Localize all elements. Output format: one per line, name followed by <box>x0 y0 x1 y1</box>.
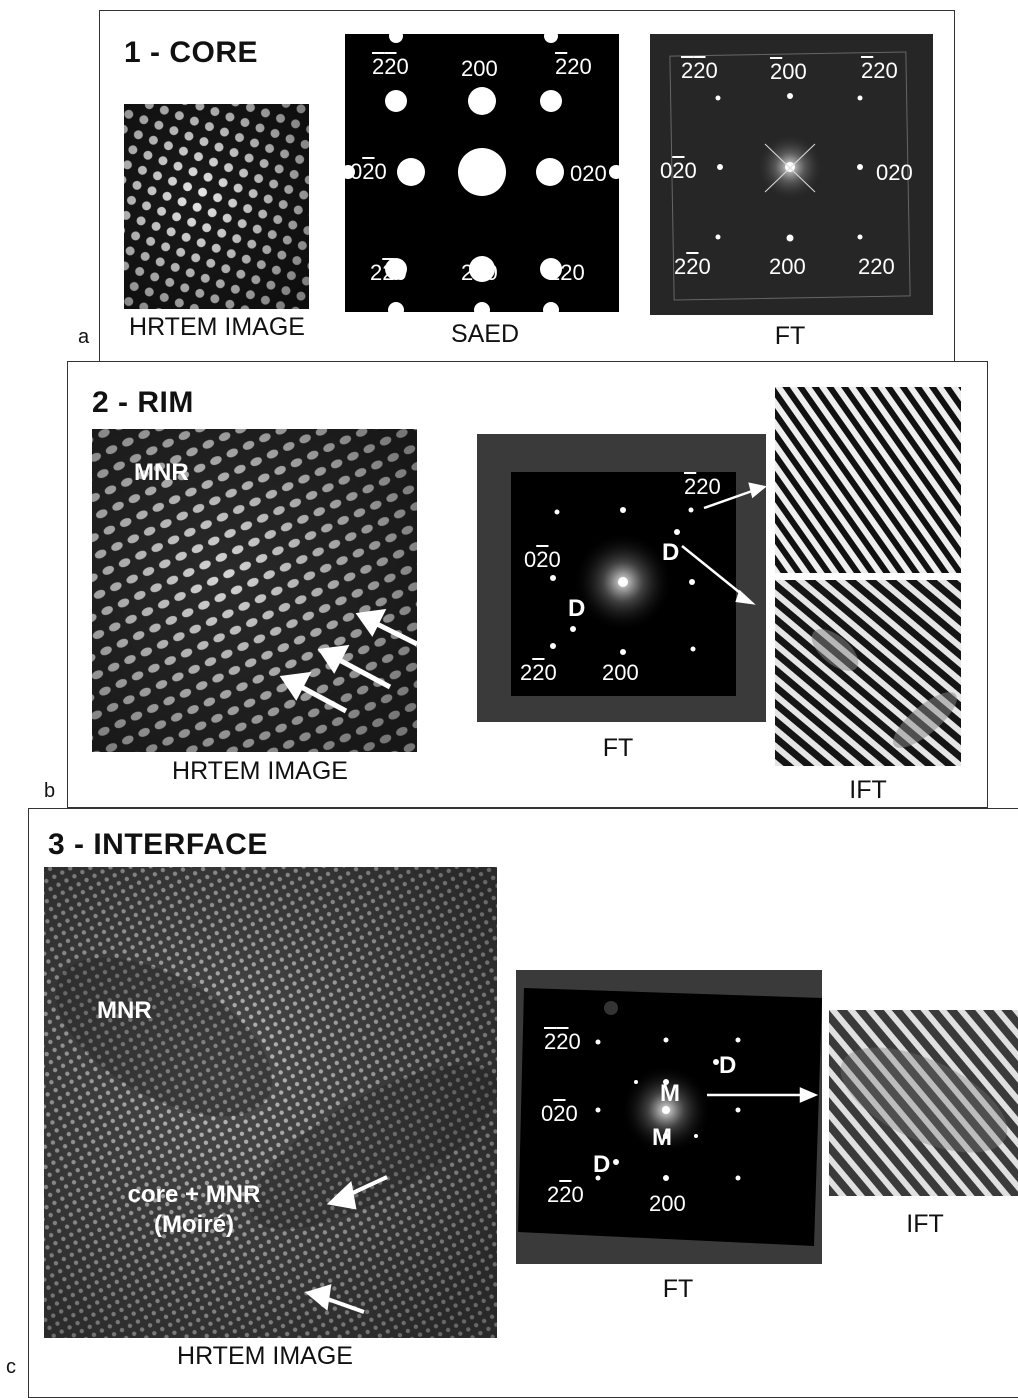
ft-b-label-d2: D <box>568 595 586 622</box>
saed-label-bottom-right: 220 <box>548 260 585 285</box>
ft-caption-b: FT <box>602 734 634 762</box>
ft-a-label-bottom-right: 220 <box>858 254 895 279</box>
saed-label-top-center: 200 <box>461 56 498 81</box>
moire-label-line1: core + MNR <box>127 1181 261 1208</box>
mnr-label-interface: MNR <box>97 997 152 1024</box>
ft-c-label-top-left: 220 <box>544 1029 581 1054</box>
hrtem-image-rim <box>92 429 417 752</box>
panel-b-title: 2 - RIM <box>92 386 194 419</box>
hrtem-caption-c: HRTEM IMAGE <box>177 1342 353 1370</box>
ft-a-label-top-left: 220 <box>681 58 718 83</box>
moire-label-line2: (Moiré) <box>154 1211 234 1238</box>
mnr-label-rim: MNR <box>134 459 189 486</box>
ft-c-label-d1: D <box>719 1052 737 1079</box>
saed-label-mid-left: 020 <box>350 159 387 184</box>
ft-a-label-top-center: 200 <box>770 59 807 84</box>
ft-b-label-bottom-left: 220 <box>520 660 557 685</box>
ift-image-interface <box>829 1010 1018 1196</box>
ft-a-label-bottom-left: 220 <box>674 254 711 279</box>
ift-caption-c: IFT <box>906 1210 944 1238</box>
ft-b-label-top-right: 220 <box>684 474 721 499</box>
ft-pattern-interface <box>516 970 822 1264</box>
ft-caption-a: FT <box>774 322 806 350</box>
panel-letter-a: a <box>78 326 90 348</box>
ft-a-label-top-right: 220 <box>861 58 898 83</box>
ft-b-label-d1: D <box>662 539 680 566</box>
moire-label: core + MNR (Moiré) <box>104 1180 284 1240</box>
hrtem-caption-a: HRTEM IMAGE <box>129 313 305 341</box>
hrtem-image-interface <box>44 867 497 1338</box>
ft-c-label-m1: M <box>660 1080 680 1107</box>
ft-c-label-mid-left: 020 <box>541 1101 578 1126</box>
panel-letter-c: c <box>6 1356 16 1378</box>
ft-pattern-core <box>650 34 933 315</box>
ft-c-label-d2: D <box>593 1151 611 1178</box>
ft-a-label-mid-left: 020 <box>660 158 697 183</box>
hrtem-image-core <box>124 104 309 309</box>
ft-b-label-bottom-center: 200 <box>602 660 639 685</box>
ift-image-rim-top <box>775 387 961 573</box>
ft-a-label-mid-right: 020 <box>876 160 913 185</box>
hrtem-caption-b: HRTEM IMAGE <box>172 757 348 785</box>
ft-c-label-bottom-center: 200 <box>649 1191 686 1216</box>
ft-a-label-bottom-center: 200 <box>769 254 806 279</box>
panel-a-title: 1 - CORE <box>124 36 259 69</box>
saed-pattern <box>345 34 619 312</box>
ft-c-label-m2: M <box>652 1124 672 1151</box>
saed-label-bottom-center: 200 <box>461 260 498 285</box>
ft-c-label-bottom-left: 220 <box>547 1182 584 1207</box>
saed-label-top-right: 220 <box>555 54 592 79</box>
ft-caption-c: FT <box>662 1275 694 1303</box>
ift-image-rim-bottom <box>775 580 961 766</box>
ft-b-label-mid-left: 020 <box>524 547 561 572</box>
saed-label-mid-right: 020 <box>570 161 607 186</box>
saed-label-top-left: 220 <box>372 54 409 79</box>
panel-c-title: 3 - INTERFACE <box>48 828 268 861</box>
saed-label-bottom-left: 220 <box>370 260 407 285</box>
panel-letter-b: b <box>44 780 56 802</box>
ift-caption-b: IFT <box>849 776 887 804</box>
saed-caption: SAED <box>450 320 520 348</box>
